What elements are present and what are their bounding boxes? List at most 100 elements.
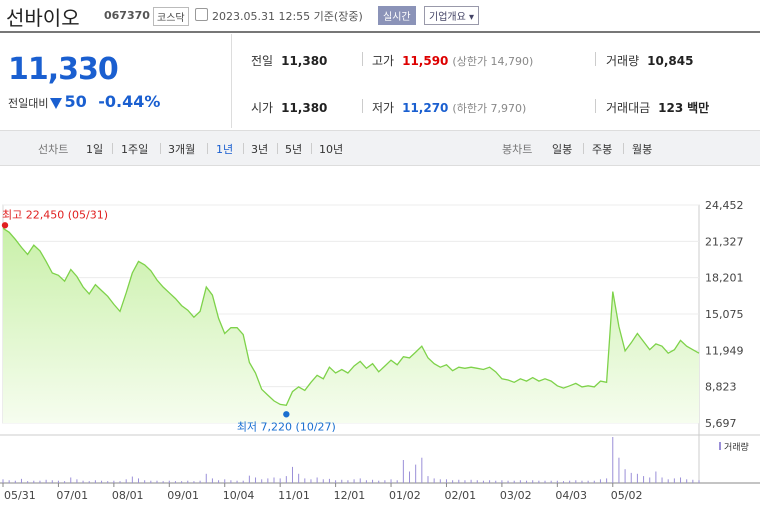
tab-separator <box>243 143 244 154</box>
tab-separator <box>277 143 278 154</box>
x-tick-label: 05/31 <box>4 489 36 502</box>
volume-bar <box>57 480 59 483</box>
quote-timestamp: 2023.05.31 12:55 기준(장중) <box>212 10 363 23</box>
volume-bar <box>255 477 257 483</box>
tab-5y[interactable]: 5년 <box>285 143 303 156</box>
market-badge: 코스닥 <box>153 7 189 26</box>
volume-bar <box>248 475 250 483</box>
price-line <box>2 227 700 407</box>
current-price: 11,330 <box>8 52 119 87</box>
price-chart: 24,452 21,327 18,201 15,075 11,949 8,823 5,697… <box>0 199 760 502</box>
stat-separator <box>362 52 363 66</box>
volume-bars <box>2 437 700 483</box>
volume-bar <box>562 481 564 483</box>
volume-bar <box>236 480 238 483</box>
x-tick-label: 05/02 <box>611 489 643 502</box>
volume-bar <box>433 478 435 483</box>
volume-bar <box>464 480 466 483</box>
volume-bar <box>82 480 84 483</box>
x-tick-label: 03/02 <box>500 489 532 502</box>
tab-3y[interactable]: 3년 <box>251 143 269 156</box>
volume-bar <box>285 476 287 483</box>
volume-bar <box>409 471 411 483</box>
volume-bar <box>101 480 103 483</box>
volume-bar <box>618 457 620 483</box>
volume-bar <box>316 477 318 483</box>
volume-bar <box>556 480 558 483</box>
tab-1d[interactable]: 1일 <box>86 143 104 156</box>
volume-bar <box>655 471 657 483</box>
volume-bar <box>581 480 583 483</box>
x-tick-label: 11/01 <box>278 489 310 502</box>
tab-daily[interactable]: 일봉 <box>552 143 573 156</box>
volume-bar <box>359 478 361 483</box>
volume-bar <box>606 478 608 483</box>
volume-bar <box>51 480 53 483</box>
realtime-button[interactable]: 실시간 <box>378 6 416 25</box>
volume-bar <box>2 479 4 483</box>
change-value: 50 <box>64 92 87 111</box>
volume-bar <box>698 480 700 483</box>
volume-bar <box>27 481 29 483</box>
volume-bar <box>372 479 374 483</box>
volume-bar <box>181 481 183 483</box>
volume-bar <box>458 479 460 483</box>
tab-1y[interactable]: 1년 <box>216 143 234 156</box>
volume-bar <box>119 481 121 483</box>
x-tick-label: 12/01 <box>334 489 366 502</box>
volume-bar <box>384 480 386 483</box>
volume-bar <box>224 479 226 483</box>
volume-bar <box>45 479 47 483</box>
change-label: 전일대비 <box>8 97 49 110</box>
volume-bar <box>439 479 441 483</box>
volume-bar <box>636 473 638 483</box>
price-change: 전일대비 50 -0.44% <box>8 92 160 111</box>
low-marker <box>283 411 290 418</box>
tab-separator <box>112 143 113 154</box>
volume-bar <box>70 477 72 483</box>
volume-bar <box>587 480 589 483</box>
tab-weekly[interactable]: 주봉 <box>592 143 613 156</box>
x-tick-label: 08/01 <box>112 489 144 502</box>
volume-bar <box>378 480 380 483</box>
volume-bar <box>211 478 213 483</box>
tab-3m[interactable]: 3개월 <box>168 143 196 156</box>
volume-bar <box>421 457 423 483</box>
y-tick-label: 18,201 <box>705 272 744 285</box>
tab-separator <box>160 143 161 154</box>
volume-bar <box>335 480 337 483</box>
volume-bar <box>279 478 281 483</box>
volume-bar <box>162 481 164 483</box>
x-tick-label: 09/01 <box>167 489 199 502</box>
tab-1w[interactable]: 1주일 <box>121 143 149 156</box>
volume-bar <box>322 479 324 483</box>
volume-bar <box>427 476 429 483</box>
stat-volume: 거래량 10,845 <box>606 54 694 68</box>
stock-code: 067370 <box>104 9 150 22</box>
volume-bar <box>242 480 244 483</box>
volume-bar <box>144 480 146 483</box>
volume-bar <box>261 479 263 483</box>
volume-bar <box>661 477 663 483</box>
stat-high: 고가 11,590 (상한가 14,790) <box>372 54 534 68</box>
volume-bar <box>470 479 472 483</box>
volume-bar <box>187 480 189 483</box>
tab-monthly[interactable]: 월봉 <box>632 143 653 156</box>
volume-bar <box>575 480 577 483</box>
volume-bar <box>156 480 158 483</box>
x-tick-label: 01/02 <box>389 489 421 502</box>
volume-bar <box>593 480 595 483</box>
stat-separator <box>595 99 596 113</box>
stat-separator <box>362 99 363 113</box>
line-chart-label: 선차트 <box>38 143 69 156</box>
volume-bar <box>550 480 552 483</box>
volume-bar <box>138 478 140 483</box>
volume-bar <box>33 480 35 483</box>
tab-separator <box>623 143 624 154</box>
volume-bar <box>612 437 614 483</box>
tab-10y[interactable]: 10년 <box>319 143 344 156</box>
header-divider <box>0 31 760 33</box>
company-overview-dropdown[interactable]: 기업개요 ▾ <box>424 6 479 25</box>
y-tick-label: 8,823 <box>705 381 737 394</box>
volume-bar <box>76 479 78 483</box>
